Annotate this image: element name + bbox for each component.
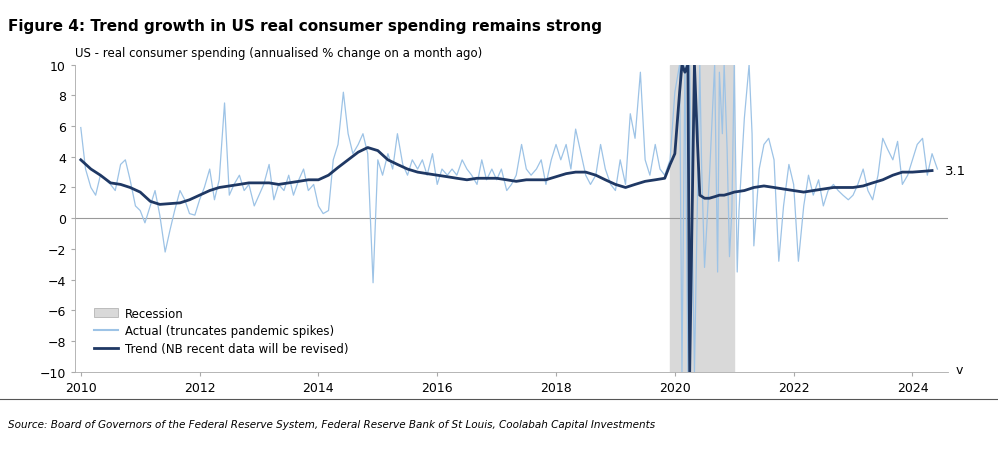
Text: v: v	[956, 363, 963, 376]
Text: Figure 4: Trend growth in US real consumer spending remains strong: Figure 4: Trend growth in US real consum…	[8, 18, 602, 33]
Text: US - real consumer spending (annualised % change on a month ago): US - real consumer spending (annualised …	[75, 46, 482, 60]
Bar	[670, 65, 735, 372]
Legend: Recession, Actual (truncates pandemic spikes), Trend (NB recent data will be rev: Recession, Actual (truncates pandemic sp…	[90, 302, 353, 360]
Text: 3.1: 3.1	[945, 165, 966, 178]
Text: Source: Board of Governors of the Federal Reserve System, Federal Reserve Bank o: Source: Board of Governors of the Federa…	[8, 419, 655, 429]
